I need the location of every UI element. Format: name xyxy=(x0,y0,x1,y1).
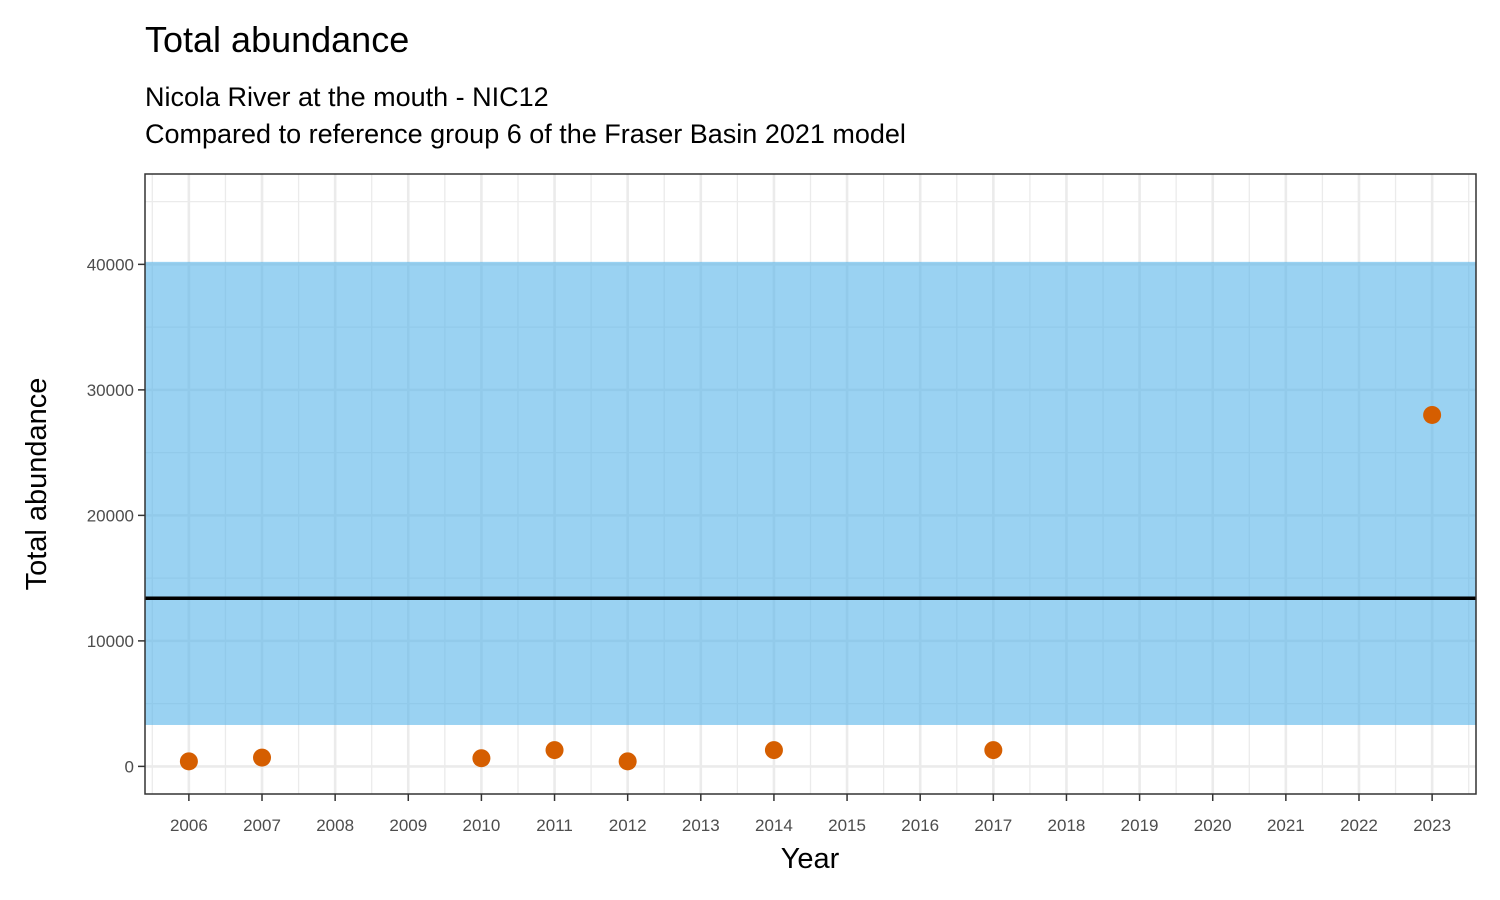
x-tick-label: 2014 xyxy=(755,816,793,835)
data-point-2011 xyxy=(545,741,564,760)
data-point-2007 xyxy=(253,748,272,767)
reference-band xyxy=(145,261,1476,725)
x-tick-label: 2010 xyxy=(462,816,500,835)
data-point-2023 xyxy=(1423,405,1442,424)
x-tick-label: 2008 xyxy=(316,816,354,835)
y-tick-label: 0 xyxy=(125,757,134,776)
x-tick-label: 2019 xyxy=(1121,816,1159,835)
x-tick-label: 2006 xyxy=(170,816,208,835)
x-tick-label: 2018 xyxy=(1048,816,1086,835)
x-tick-label: 2015 xyxy=(828,816,866,835)
x-tick-label: 2021 xyxy=(1267,816,1305,835)
chart-title: Total abundance xyxy=(145,19,409,60)
plot-panel-border xyxy=(144,173,1477,795)
y-tick-label: 40000 xyxy=(87,255,134,274)
x-tick-label: 2016 xyxy=(901,816,939,835)
x-tick-label: 2020 xyxy=(1194,816,1232,835)
data-point-2017 xyxy=(984,741,1003,760)
data-point-2012 xyxy=(618,752,637,771)
x-tick-label: 2023 xyxy=(1413,816,1451,835)
y-axis-label: Total abundance xyxy=(21,378,53,591)
data-point-2006 xyxy=(179,752,198,771)
x-tick-label: 2022 xyxy=(1340,816,1378,835)
x-tick-label: 2012 xyxy=(609,816,647,835)
x-axis-ticks: 2006 2007 2008 2009 2010 2011 2012 2013 2014 2015… xyxy=(170,794,1451,835)
y-axis-ticks: 0 10000 20000 30000 40000 xyxy=(87,255,145,776)
x-tick-label: 2007 xyxy=(243,816,281,835)
x-tick-label: 2013 xyxy=(682,816,720,835)
y-tick-label: 20000 xyxy=(87,506,134,525)
data-points xyxy=(179,405,1442,771)
x-tick-label: 2011 xyxy=(536,816,573,835)
x-tick-label: 2009 xyxy=(389,816,427,835)
y-tick-label: 30000 xyxy=(87,381,134,400)
y-tick-label: 10000 xyxy=(87,632,134,651)
chart-subtitle-line-1: Nicola River at the mouth - NIC12 xyxy=(145,82,549,112)
x-tick-label: 2017 xyxy=(974,816,1012,835)
data-point-2010 xyxy=(472,749,491,768)
data-point-2014 xyxy=(764,741,783,760)
chart-subtitle-line-2: Compared to reference group 6 of the Fra… xyxy=(145,119,906,149)
x-axis-label: Year xyxy=(781,843,840,875)
